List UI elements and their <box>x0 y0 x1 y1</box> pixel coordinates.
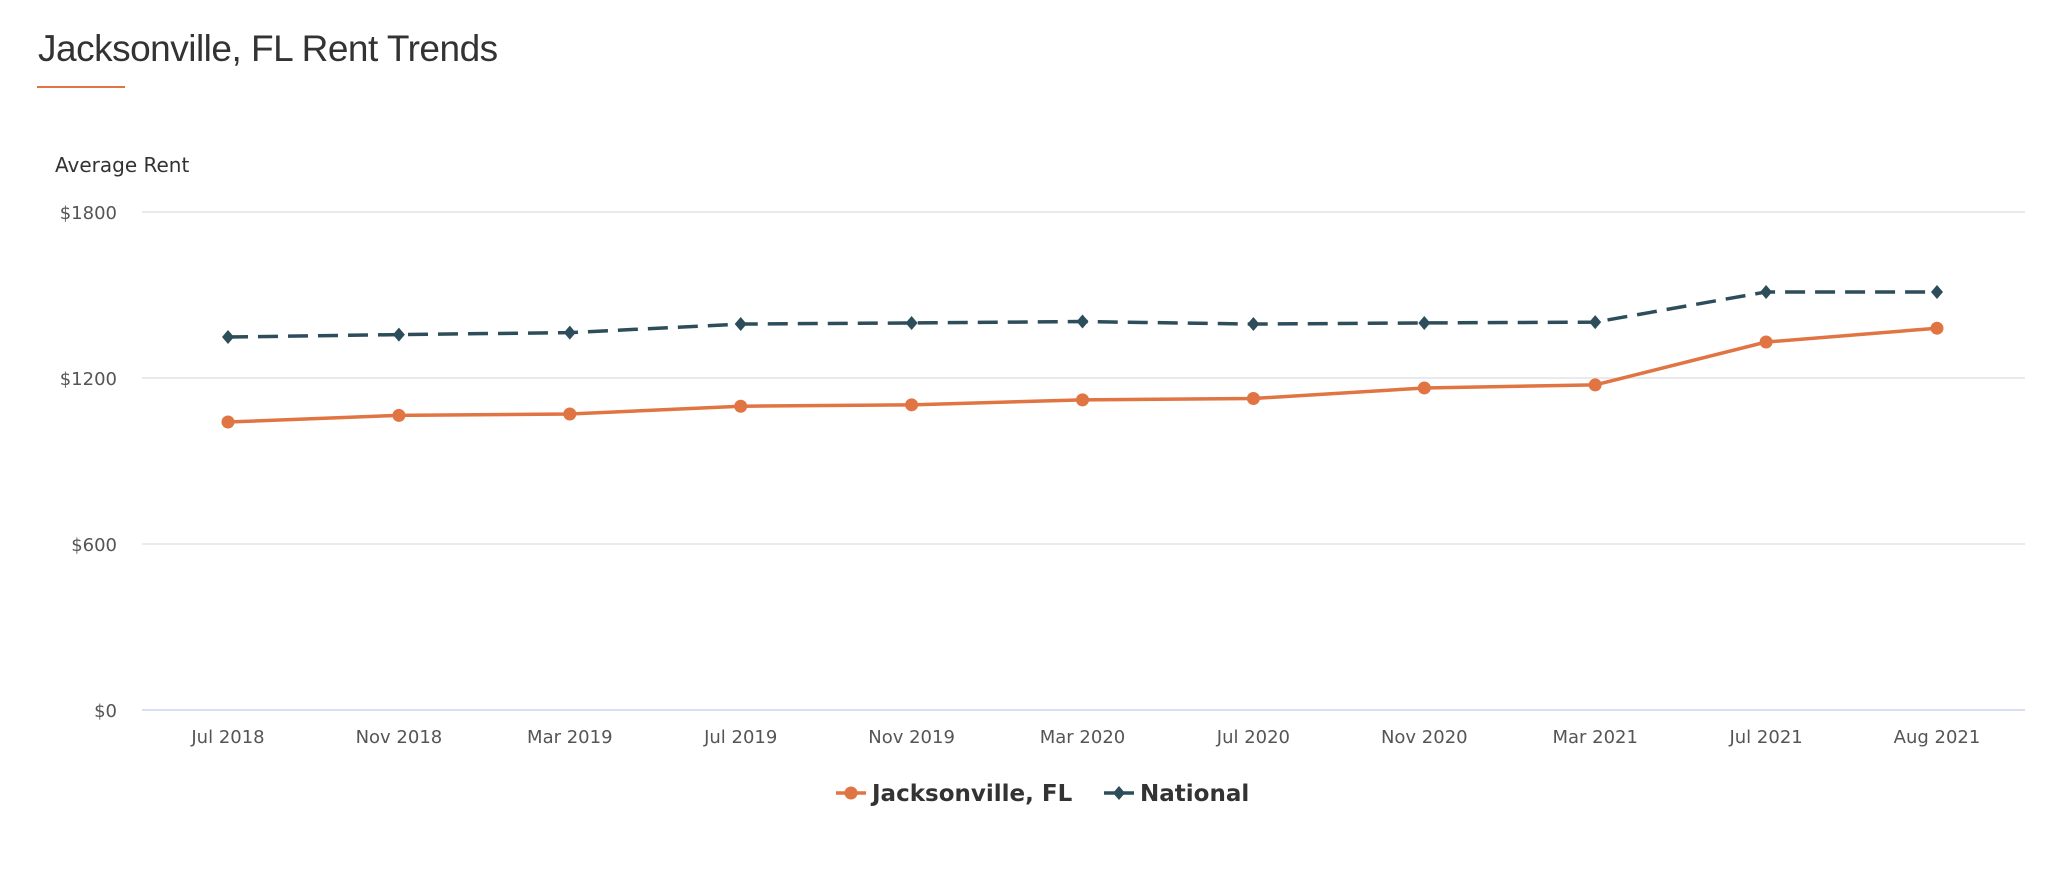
x-tick-label: Nov 2018 <box>356 727 443 748</box>
y-tick-label: $0 <box>94 701 117 722</box>
series-line-national <box>227 290 1937 339</box>
legend-item-label: Jacksonville, FL <box>870 781 1073 807</box>
x-tick-label: Jul 2019 <box>703 727 777 748</box>
data-point <box>905 315 918 330</box>
x-tick-label: Nov 2019 <box>868 727 955 748</box>
data-point <box>1588 378 1602 392</box>
y-tick-label: $600 <box>71 535 117 556</box>
page-title: Jacksonville, FL Rent Trends <box>38 28 498 69</box>
data-point <box>222 330 234 345</box>
y-axis-label: Average Rent <box>55 153 189 177</box>
data-point <box>1076 393 1089 407</box>
x-tick-label: Jul 2021 <box>1728 727 1802 748</box>
data-point <box>1589 315 1602 330</box>
data-point <box>1760 284 1773 299</box>
data-point <box>905 398 919 412</box>
data-point <box>392 327 405 342</box>
data-point <box>563 407 577 421</box>
data-point <box>1930 321 1944 335</box>
x-tick-label: Jul 2020 <box>1216 727 1290 748</box>
y-tick-label: $1200 <box>60 369 117 390</box>
x-tick-label: Jul 2018 <box>190 727 264 748</box>
data-point <box>1247 317 1260 332</box>
data-point <box>392 408 406 422</box>
data-point <box>734 399 748 413</box>
x-tick-label: Aug 2021 <box>1894 727 1981 748</box>
legend-item-label: National <box>1140 781 1249 807</box>
x-tick-label: Mar 2019 <box>527 727 613 748</box>
data-point <box>1759 335 1773 349</box>
data-point <box>1931 284 1943 299</box>
y-tick-label: $1800 <box>60 203 117 224</box>
legend-marker-circle-icon <box>844 786 858 800</box>
data-point <box>563 325 576 340</box>
x-tick-label: Mar 2020 <box>1040 727 1126 748</box>
legend-marker-diamond-icon <box>1113 786 1125 800</box>
series-line-jacksonville <box>227 326 1938 424</box>
data-point <box>734 317 747 332</box>
x-tick-label: Nov 2020 <box>1381 727 1468 748</box>
x-tick-label: Mar 2021 <box>1552 727 1638 748</box>
data-point <box>1246 391 1260 405</box>
data-point <box>1418 315 1431 330</box>
title-underline <box>37 86 125 88</box>
data-point <box>221 415 235 429</box>
data-point <box>1076 314 1089 329</box>
data-point <box>1417 381 1431 395</box>
